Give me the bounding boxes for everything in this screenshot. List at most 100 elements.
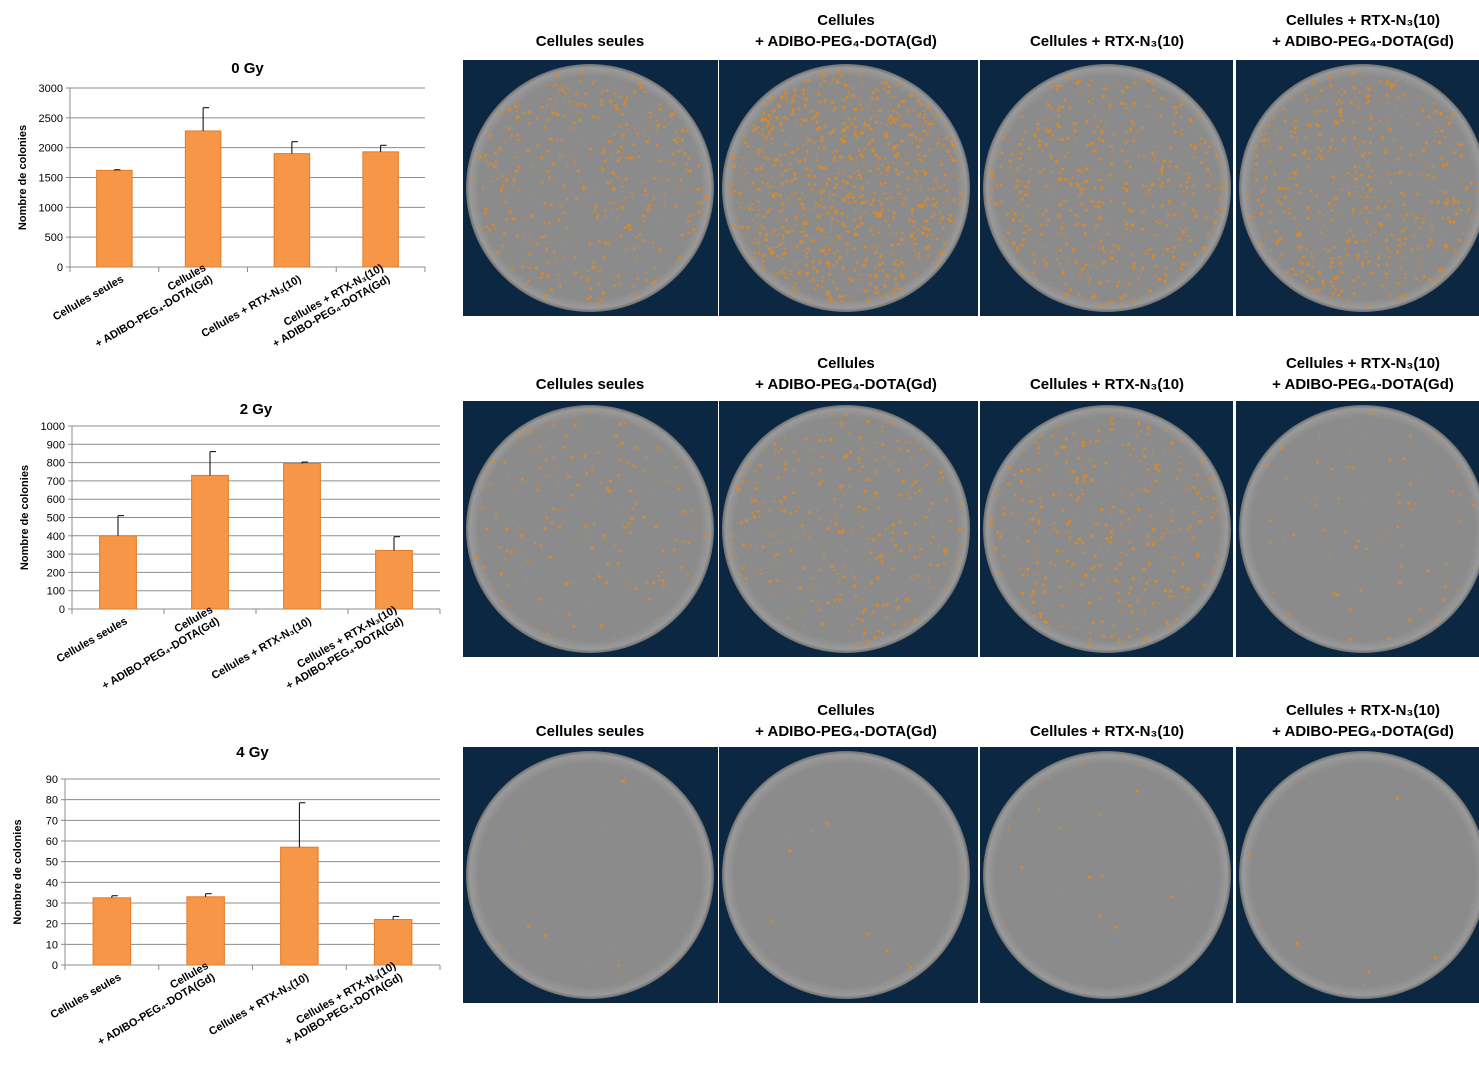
colony bbox=[1268, 519, 1272, 523]
colony bbox=[887, 142, 891, 146]
colony bbox=[1346, 184, 1349, 187]
colony bbox=[619, 145, 623, 149]
colony bbox=[618, 458, 622, 462]
colony bbox=[1024, 224, 1029, 228]
colony bbox=[1090, 513, 1093, 515]
colony bbox=[1259, 242, 1264, 246]
colony bbox=[1330, 261, 1334, 265]
colony bbox=[732, 191, 734, 193]
colony bbox=[1317, 289, 1321, 293]
colony bbox=[1165, 224, 1169, 227]
colony bbox=[898, 520, 903, 524]
colony bbox=[1118, 581, 1121, 584]
colony bbox=[1026, 567, 1030, 571]
colony bbox=[818, 244, 820, 247]
colony bbox=[1289, 134, 1293, 138]
colony bbox=[655, 129, 659, 132]
colony bbox=[1129, 585, 1133, 590]
colony bbox=[989, 523, 993, 528]
colony bbox=[1042, 213, 1045, 216]
colony bbox=[871, 110, 874, 113]
colony bbox=[1403, 227, 1407, 231]
colony bbox=[1314, 288, 1318, 292]
colony bbox=[815, 154, 818, 157]
colony bbox=[833, 252, 837, 255]
colony bbox=[1355, 191, 1358, 194]
colony bbox=[996, 494, 1000, 497]
colony bbox=[1071, 247, 1076, 252]
colony bbox=[1414, 502, 1417, 505]
bar bbox=[191, 474, 229, 610]
colony bbox=[1409, 235, 1412, 237]
colony bbox=[898, 81, 902, 85]
colony bbox=[936, 563, 940, 568]
colony bbox=[1392, 83, 1396, 87]
colony bbox=[876, 629, 880, 633]
colony bbox=[814, 447, 817, 449]
colony bbox=[1120, 101, 1124, 105]
colony bbox=[744, 136, 746, 139]
colony bbox=[574, 196, 578, 200]
colony bbox=[736, 200, 739, 203]
colony bbox=[1176, 557, 1179, 560]
colony bbox=[918, 98, 921, 101]
colony bbox=[1441, 273, 1445, 276]
colony bbox=[1081, 492, 1085, 496]
colony bbox=[1061, 167, 1065, 171]
colony bbox=[1386, 80, 1390, 85]
colony bbox=[540, 182, 544, 185]
colony bbox=[849, 450, 853, 454]
colony bbox=[1112, 132, 1116, 136]
colony bbox=[814, 158, 818, 162]
colony bbox=[556, 73, 561, 78]
colony bbox=[658, 176, 661, 178]
colony bbox=[1394, 104, 1397, 107]
colony bbox=[906, 963, 909, 966]
colony bbox=[816, 510, 819, 513]
colony bbox=[1127, 591, 1131, 595]
colony bbox=[1100, 563, 1103, 566]
colony bbox=[1303, 93, 1307, 97]
colony bbox=[1147, 561, 1152, 566]
colony bbox=[635, 235, 639, 239]
colony bbox=[831, 151, 835, 154]
colony bbox=[1146, 534, 1150, 539]
colony bbox=[1021, 605, 1024, 608]
colony bbox=[1421, 259, 1424, 262]
colony bbox=[1123, 529, 1126, 532]
colony bbox=[767, 121, 771, 125]
colony bbox=[624, 156, 628, 159]
colony bbox=[867, 105, 870, 108]
colony bbox=[1151, 256, 1155, 260]
colony bbox=[922, 110, 925, 113]
colony bbox=[826, 824, 829, 827]
colony bbox=[545, 515, 549, 520]
colony bbox=[1180, 133, 1184, 137]
colony bbox=[629, 224, 632, 228]
colony bbox=[836, 219, 839, 222]
colony bbox=[620, 441, 624, 446]
colony bbox=[1320, 268, 1322, 271]
colony bbox=[1276, 198, 1280, 202]
colony bbox=[657, 158, 661, 163]
colony bbox=[1307, 156, 1311, 161]
colony bbox=[738, 206, 742, 209]
colony bbox=[853, 133, 858, 138]
colony bbox=[886, 602, 889, 606]
colony bbox=[566, 475, 571, 479]
colony bbox=[618, 445, 621, 447]
colony bbox=[837, 598, 842, 602]
colony bbox=[603, 147, 606, 151]
colony bbox=[876, 167, 880, 171]
colony bbox=[543, 294, 548, 299]
colony bbox=[781, 509, 786, 513]
colony bbox=[890, 232, 893, 235]
colony bbox=[1310, 276, 1314, 280]
colony bbox=[1188, 238, 1192, 243]
colony bbox=[1032, 614, 1037, 619]
colony bbox=[928, 508, 931, 511]
colony bbox=[621, 185, 624, 188]
colony bbox=[547, 170, 550, 173]
colony bbox=[1127, 522, 1130, 524]
colony bbox=[830, 520, 833, 523]
